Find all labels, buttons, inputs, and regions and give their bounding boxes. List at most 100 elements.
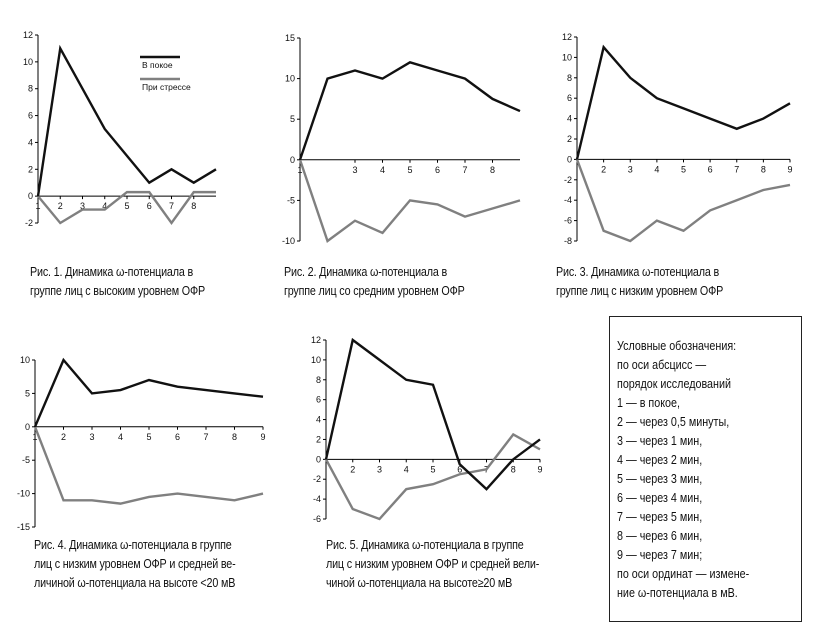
- y-tick-label: 10: [285, 74, 295, 84]
- x-tick-label: 3: [89, 432, 94, 442]
- x-tick-label: 4: [654, 164, 659, 174]
- y-tick-label: 0: [316, 454, 321, 464]
- x-tick-label: 5: [681, 164, 686, 174]
- x-tick-label: 3: [628, 164, 633, 174]
- y-tick-label: 15: [285, 33, 295, 43]
- y-tick-label: 0: [290, 155, 295, 165]
- x-tick-label: 6: [708, 164, 713, 174]
- y-tick-label: 6: [567, 93, 572, 103]
- y-tick-label: -2: [313, 474, 321, 484]
- legend-label: При стрессе: [142, 82, 191, 92]
- series-line-stress: [33, 426, 264, 505]
- y-tick-label: -5: [22, 455, 30, 465]
- x-tick-label: 9: [537, 464, 542, 474]
- x-tick-label: 8: [761, 164, 766, 174]
- legend-line: 2 — через 0,5 минуты,: [617, 415, 730, 429]
- x-tick-label: 9: [260, 432, 265, 442]
- x-tick-label: 8: [490, 165, 495, 175]
- series-line-stress: [37, 190, 216, 226]
- x-tick-label: 7: [462, 165, 467, 175]
- x-tick-label: 3: [377, 464, 382, 474]
- x-tick-label: 2: [58, 201, 63, 211]
- y-tick-label: -6: [313, 514, 321, 524]
- x-tick-label: 8: [232, 432, 237, 442]
- y-tick-label: 0: [25, 422, 30, 432]
- x-tick-label: 7: [734, 164, 739, 174]
- caption-fig4: Рис. 4. Динамика ω-потенциала в группе л…: [34, 538, 236, 590]
- y-tick-label: 0: [567, 154, 572, 164]
- x-tick-label: 5: [124, 201, 129, 211]
- y-tick-label: 4: [316, 415, 321, 425]
- x-tick-label: 6: [175, 432, 180, 442]
- y-tick-label: 2: [28, 164, 33, 174]
- y-tick-label: 5: [290, 114, 295, 124]
- y-tick-label: 10: [20, 355, 30, 365]
- x-tick-label: 4: [404, 464, 409, 474]
- caption-fig2: Рис. 2. Динамика ω-потенциала в группе л…: [284, 265, 465, 298]
- x-tick-label: 2: [350, 464, 355, 474]
- y-tick-label: 6: [316, 395, 321, 405]
- series-line-stress: [298, 159, 521, 243]
- x-tick-label: 1: [35, 201, 40, 211]
- y-tick-label: -4: [313, 494, 321, 504]
- x-tick-label: 8: [511, 464, 516, 474]
- y-tick-label: 12: [311, 335, 321, 345]
- x-tick-label: 6: [435, 165, 440, 175]
- caption-fig3: Рис. 3. Динамика ω-потенциала в группе л…: [556, 265, 724, 298]
- x-tick-label: 2: [601, 164, 606, 174]
- chart-fig3: -8 -6 -4 -2 0 2 4 6 8 10 12 2 3 4 5 6 7 8 9: [562, 32, 793, 246]
- x-tick-label: 4: [380, 165, 385, 175]
- y-tick-label: -2: [564, 175, 572, 185]
- y-tick-label: -6: [564, 216, 572, 226]
- y-tick-label: -15: [17, 522, 30, 532]
- x-tick-label: 7: [203, 432, 208, 442]
- legend-line: 6 — через 4 мин,: [617, 491, 703, 505]
- x-tick-label: 3: [80, 201, 85, 211]
- x-tick-label: 3: [352, 165, 357, 175]
- legend-line: 8 — через 6 мин,: [617, 529, 703, 543]
- y-tick-label: 8: [28, 84, 33, 94]
- y-tick-label: 10: [562, 52, 572, 62]
- y-tick-label: 8: [316, 375, 321, 385]
- x-tick-label: 5: [146, 432, 151, 442]
- y-tick-label: 5: [25, 388, 30, 398]
- legend-line: 5 — через 3 мин,: [617, 472, 703, 486]
- y-tick-label: -10: [17, 489, 30, 499]
- legend-box-lines: Условные обозначения: по оси абсцисс — п…: [617, 337, 749, 603]
- y-tick-label: 10: [311, 355, 321, 365]
- y-tick-label: -2: [25, 218, 33, 228]
- legend-line: 9 — через 7 мин;: [617, 548, 703, 562]
- x-tick-label: 4: [102, 201, 107, 211]
- y-tick-label: 6: [28, 111, 33, 121]
- chart-fig4: -15 -10 -5 0 5 10 1 2 3 4 5 6 7 8 9: [17, 355, 266, 532]
- x-tick-label: 4: [118, 432, 123, 442]
- legend-line: 4 — через 2 мин,: [617, 453, 703, 467]
- x-tick-label: 6: [147, 201, 152, 211]
- caption-fig1: Рис. 1. Динамика ω-потенциала в группе л…: [30, 265, 205, 298]
- series-line-stress: [575, 158, 791, 243]
- y-tick-label: -10: [282, 236, 295, 246]
- x-tick-label: 8: [191, 201, 196, 211]
- x-tick-label: 7: [169, 201, 174, 211]
- series-line-rest: [575, 44, 791, 160]
- x-tick-label: 1: [32, 432, 37, 442]
- series-line-rest: [36, 44, 217, 197]
- y-tick-label: 12: [23, 30, 33, 40]
- y-tick-label: -4: [564, 195, 572, 205]
- legend-line: ние ω-потенциала в мВ.: [617, 586, 738, 600]
- y-tick-label: -8: [564, 236, 572, 246]
- legend-line: Условные обозначения:: [617, 339, 737, 353]
- x-tick-label: 5: [430, 464, 435, 474]
- y-tick-label: 2: [567, 134, 572, 144]
- legend-line: по оси абсцисс —: [617, 358, 707, 372]
- series-line-rest: [33, 357, 264, 428]
- legend-line: по оси ординат — измене-: [617, 567, 750, 581]
- legend-line: 1 — в покое,: [617, 396, 680, 410]
- series-line-stress: [324, 432, 541, 521]
- y-tick-label: -5: [287, 195, 295, 205]
- y-tick-label: 12: [562, 32, 572, 42]
- x-tick-label: 1: [297, 165, 302, 175]
- series-line-rest: [298, 61, 521, 161]
